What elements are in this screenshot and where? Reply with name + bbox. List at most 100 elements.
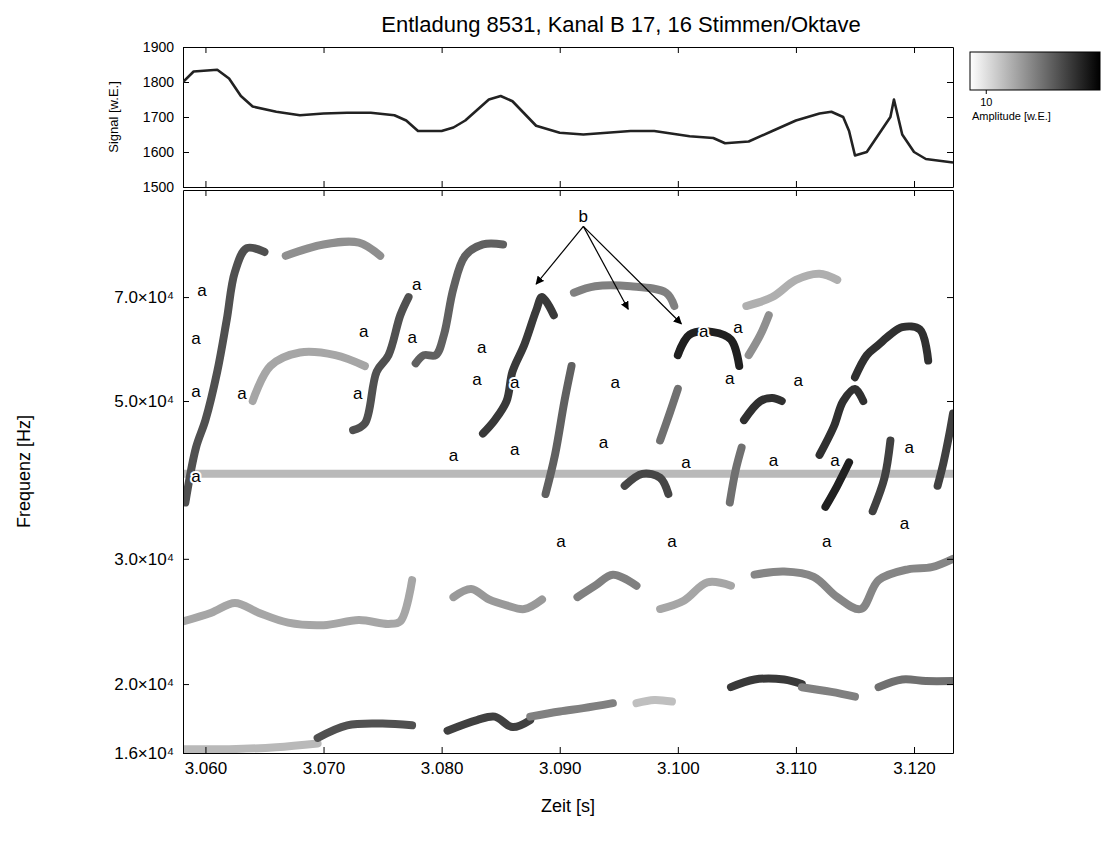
tick: 2.0×10⁴ [114, 675, 189, 694]
tick-label: 1900 [143, 39, 174, 55]
tick [678, 47, 679, 53]
y-axis: 1500 1600 1700 1800 1900 [143, 39, 189, 195]
spectral-track [660, 389, 678, 441]
colorbar-ramp [970, 52, 1100, 90]
tick-mark [560, 190, 561, 196]
spectral-track [802, 687, 855, 697]
annotation: a [237, 384, 247, 403]
spectral-track [879, 679, 953, 687]
tick-mark [678, 47, 679, 53]
tick-label: 3.070 [303, 759, 346, 778]
tick-label: 7.0×10⁴ [114, 288, 174, 307]
tick: 1600 [143, 144, 189, 160]
spectral-track [546, 366, 572, 494]
tick-label: 1700 [143, 109, 174, 125]
annotation: a [359, 322, 369, 341]
tick-mark [947, 152, 953, 153]
spectral-track [755, 559, 953, 609]
annotation: a [510, 373, 520, 392]
annotation: a [556, 532, 566, 551]
tick-label: 3.060 [185, 759, 228, 778]
tick-mark [947, 753, 953, 754]
title: Entladung 8531, Kanal B 17, 16 Stimmen/O… [381, 12, 860, 37]
tick [947, 753, 953, 754]
annotation: a [353, 384, 363, 403]
spectral-track [483, 297, 554, 433]
y-axis-right [947, 191, 954, 754]
tick-mark [796, 190, 797, 196]
axis-line [953, 191, 954, 754]
annotation: a [733, 318, 743, 337]
signal-line [183, 70, 953, 163]
tick-mark [324, 47, 325, 53]
spectral-track [183, 580, 412, 625]
tick [947, 684, 953, 685]
annotation: a [191, 382, 201, 401]
spectral-track [660, 582, 731, 609]
annotation: a [725, 369, 735, 388]
tick: 1800 [143, 74, 189, 90]
annotation: a [681, 453, 691, 472]
axis-line [184, 47, 954, 48]
tick: 3.100 [657, 747, 700, 778]
tick-mark [324, 747, 325, 753]
spectral-track [820, 389, 864, 455]
annotation: a [769, 451, 779, 470]
annotation: a [191, 329, 201, 348]
tick-mark [442, 47, 443, 53]
tick-mark [205, 47, 206, 53]
tick-label: 2.0×10⁴ [114, 675, 174, 694]
spectral-track [530, 703, 613, 716]
tick-label: 1800 [143, 74, 174, 90]
tick: 3.080 [421, 747, 464, 778]
spectral-track [577, 575, 636, 597]
tick [947, 117, 953, 118]
tick-mark [442, 747, 443, 753]
axis-line [184, 187, 954, 188]
tick-mark [947, 684, 953, 685]
tick [324, 190, 325, 196]
tick-label: 3.120 [893, 759, 936, 778]
tick: 1.6×10⁴ [114, 744, 189, 763]
tick-mark [678, 190, 679, 196]
tick-label: 5.0×10⁴ [114, 392, 174, 411]
spectral-track [353, 297, 409, 430]
tick [442, 47, 443, 53]
tick [560, 47, 561, 53]
tick-label: 1500 [143, 179, 174, 195]
tick [914, 47, 915, 53]
spectral-track [183, 743, 318, 749]
tick-mark [796, 747, 797, 753]
tick [324, 47, 325, 53]
tick-mark [205, 181, 206, 187]
tick-mark [914, 47, 915, 53]
spectral-track [746, 274, 837, 306]
tick-mark [183, 117, 189, 118]
annotation: a [191, 467, 201, 486]
x-axis-top [184, 190, 954, 196]
colorbar-tick-label: 10 [980, 96, 992, 108]
tick [442, 190, 443, 196]
tick: 1900 [143, 39, 189, 55]
tick-mark [442, 190, 443, 196]
spectral-track [938, 414, 953, 486]
colorbar: 10Amplitude [w.E.] [970, 52, 1100, 122]
annotation-arrow [536, 226, 583, 284]
tick-mark [183, 187, 189, 188]
tick-mark [183, 753, 189, 754]
annotation: b [579, 207, 588, 226]
annotation: a [611, 373, 621, 392]
tick-mark [324, 181, 325, 187]
spectral-track [749, 315, 769, 355]
tick: 3.060 [185, 747, 228, 778]
tick-label: 3.0×10⁴ [114, 550, 174, 569]
annotation: a [477, 338, 487, 357]
tick-mark [947, 187, 953, 188]
tick-label: 3.090 [539, 759, 582, 778]
tick [205, 47, 206, 53]
tick-mark [914, 181, 915, 187]
annotation: a [407, 328, 417, 347]
figure: Entladung 8531, Kanal B 17, 16 Stimmen/O… [0, 0, 1109, 843]
tick: 1500 [143, 179, 189, 195]
tick [678, 190, 679, 196]
